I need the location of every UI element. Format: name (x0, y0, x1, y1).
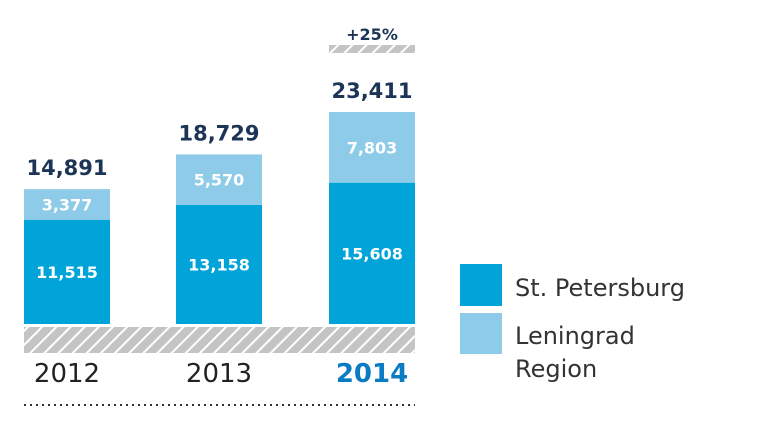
legend-label-region: Region (515, 355, 597, 383)
legend: St. Petersburg Leningrad Region (460, 264, 685, 383)
legend-label-st-petersburg: St. Petersburg (515, 274, 685, 302)
legend-swatch-st-petersburg (460, 264, 502, 306)
legend-label-leningrad: Leningrad (515, 322, 635, 350)
year-label-2014: 2014 (336, 359, 408, 389)
segment-label: 11,515 (36, 263, 98, 282)
growth-annotation-hatch (329, 45, 415, 53)
bar-segment-leningrad-region-2012 (24, 189, 110, 220)
year-label-2012: 2012 (34, 359, 100, 389)
segment-label: 3,377 (42, 195, 93, 214)
segment-label: 7,803 (347, 138, 398, 157)
bar-segment-leningrad-region-2013 (176, 154, 262, 205)
legend-swatch-leningrad-region (460, 313, 502, 354)
growth-annotation: +25% (346, 25, 398, 44)
total-label-2014: 23,411 (331, 79, 412, 103)
baseline-hatch-band (24, 327, 415, 353)
bar-segment-leningrad-region-2014 (329, 112, 415, 183)
segment-label: 15,608 (341, 244, 403, 263)
bar-segment-st-petersburg-2012 (24, 219, 110, 324)
year-label-2013: 2013 (186, 359, 252, 389)
segment-label: 13,158 (188, 255, 250, 274)
total-label-2013: 18,729 (178, 121, 259, 145)
total-label-2012: 14,891 (26, 156, 107, 180)
bar-segment-st-petersburg-2014 (329, 182, 415, 324)
bar-segment-st-petersburg-2013 (176, 204, 262, 324)
segment-label: 5,570 (194, 171, 245, 190)
